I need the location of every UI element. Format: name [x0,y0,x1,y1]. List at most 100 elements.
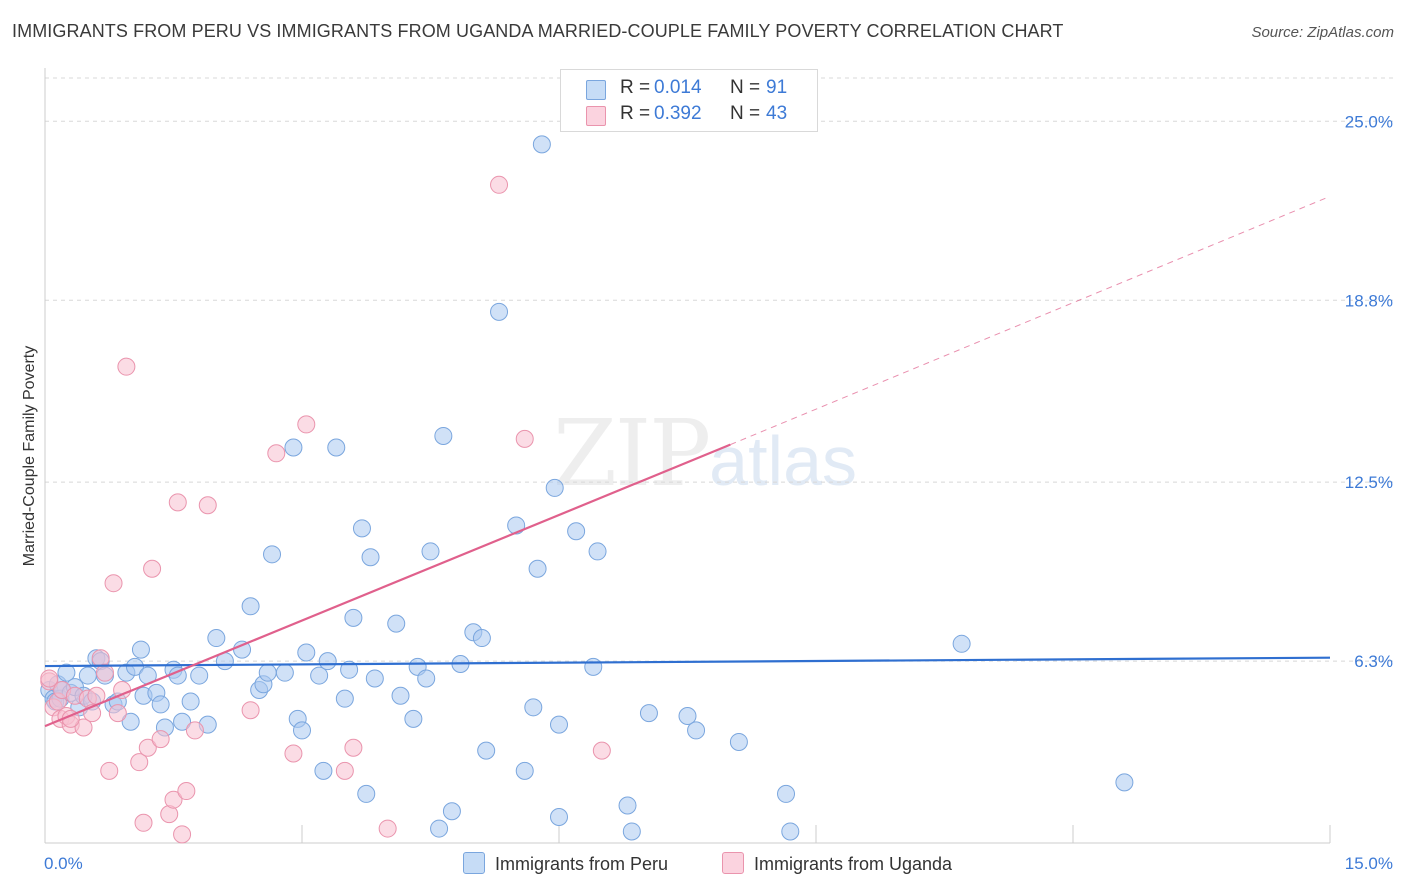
data-point-peru [340,660,359,679]
data-point-uganda [335,761,354,780]
data-point-peru [241,597,260,616]
chart-source: Source: ZipAtlas.com [1251,24,1394,41]
trend-line-extension-uganda [730,195,1331,446]
data-point-peru [442,802,461,821]
data-point-peru [477,741,496,760]
bottom-legend-peru: Immigrants from Peru [463,852,668,875]
trend-line-uganda [44,443,731,728]
data-point-peru [524,698,543,717]
legend-swatch-uganda [586,106,606,126]
data-point-peru [297,643,316,662]
y-tick-label: 18.8% [1345,291,1393,310]
watermark: ZIPatlas [553,400,857,507]
legend-r-label: R = [620,103,651,124]
y-tick-label: 6.3% [1354,652,1393,671]
data-point-peru [550,808,568,827]
data-point-uganda [104,574,123,593]
legend-r-label: R = [620,77,651,98]
chart-title: IMMIGRANTS FROM PERU VS IMMIGRANTS FROM … [12,21,1064,41]
data-point-peru [1115,773,1134,792]
data-point-peru [365,669,384,688]
data-point-uganda [297,415,316,434]
data-point-uganda [267,444,286,463]
data-point-peru [344,608,363,627]
data-point-peru [181,692,200,711]
data-point-peru [352,519,371,538]
data-point-uganda [515,429,534,448]
data-point-peru [430,819,449,838]
legend-n-value-uganda: 43 [766,103,788,124]
data-point-peru [404,709,423,728]
data-point-peru [173,712,192,731]
data-point-uganda [490,175,509,194]
data-point-peru [584,657,603,676]
data-point-peru [207,629,226,648]
data-point-peru [952,634,971,653]
data-point-uganda [134,813,153,832]
data-point-peru [567,522,586,541]
data-point-peru [57,663,76,682]
legend-n-label: N = [730,103,761,124]
data-point-uganda [592,741,611,760]
data-point-peru [314,761,333,780]
data-point-peru [131,640,150,659]
data-point-uganda [241,701,260,720]
data-point-peru [781,822,800,841]
data-point-peru [545,478,564,497]
watermark-sub: atlas [709,422,858,500]
data-point-peru [417,669,436,688]
legend-n-value-peru: 91 [766,77,788,98]
data-point-peru [335,689,354,708]
data-point-peru [618,796,637,815]
data-point-uganda [95,663,114,682]
legend-r-value-uganda: 0.392 [654,103,702,124]
data-point-uganda [130,753,149,772]
legend-r-value-peru: 0.014 [654,77,702,98]
x-tick-label-min: 0.0% [44,854,83,873]
bottom-legend-swatch-peru [463,852,485,874]
data-point-peru [258,663,277,682]
data-point-peru [121,712,140,731]
data-point-uganda [143,559,162,578]
data-point-peru [777,784,796,803]
y-tick-label: 25.0% [1345,112,1393,131]
data-point-uganda [74,718,93,737]
bottom-legend-label-peru: Immigrants from Peru [495,854,669,874]
data-point-uganda [378,819,397,838]
data-point-peru [622,822,641,841]
data-point-peru [588,542,607,561]
data-point-peru [293,721,311,740]
legend-swatch-peru [586,80,606,100]
data-point-peru [490,302,509,321]
data-point-peru [528,559,547,578]
x-tick-label-max: 15.0% [1345,854,1393,873]
data-point-uganda [198,496,217,515]
data-point-uganda [117,357,136,376]
data-point-peru [472,629,491,648]
data-point-peru [387,614,406,633]
data-point-peru [327,438,346,457]
data-point-uganda [168,493,187,512]
bottom-legend-label-uganda: Immigrants from Uganda [754,854,953,874]
data-point-peru [550,715,568,734]
data-point-peru [318,652,337,671]
bottom-legend-swatch-uganda [722,852,744,874]
data-point-peru [532,135,551,154]
data-point-peru [284,438,303,457]
data-point-uganda [173,825,192,844]
data-point-uganda [100,761,119,780]
data-point-peru [434,426,453,445]
data-point-peru [275,663,294,682]
data-point-peru [78,666,97,685]
data-point-peru [639,704,658,723]
watermark-main: ZIP [553,400,711,507]
data-point-peru [391,686,410,705]
data-point-peru [687,721,706,740]
data-point-peru [151,695,170,714]
data-point-peru [125,657,144,676]
data-point-peru [729,732,748,751]
legend: R = 0.014 N = 91 R = 0.392 N = 43 [560,69,818,132]
data-point-peru [421,542,440,561]
data-point-uganda [284,744,303,763]
